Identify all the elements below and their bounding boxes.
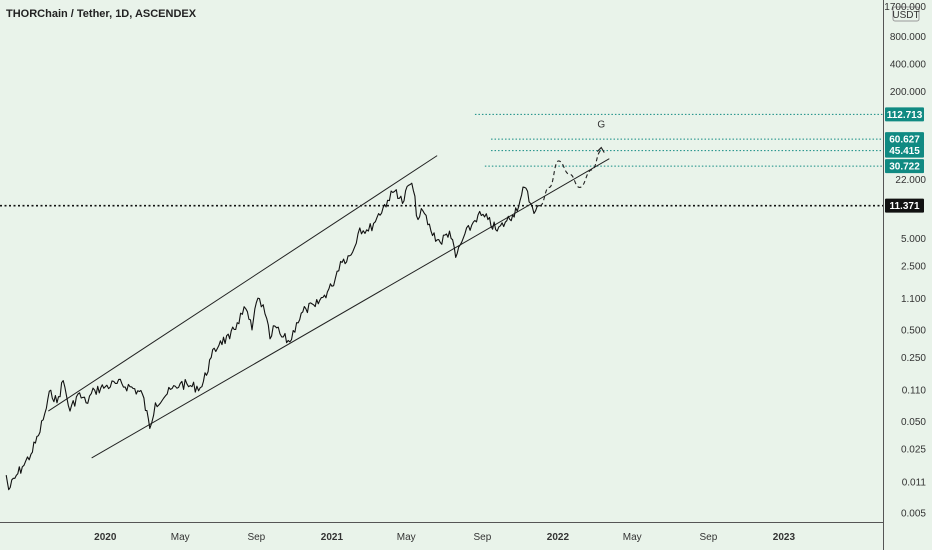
y-tick-label: 0.110 xyxy=(902,386,927,397)
y-tick-label: 0.011 xyxy=(902,477,927,488)
level-badge-label: 30.722 xyxy=(889,162,920,173)
level-badge xyxy=(885,107,924,122)
x-tick-label: May xyxy=(623,532,642,543)
x-tick-label: 2023 xyxy=(773,532,796,543)
y-tick-label: 0.025 xyxy=(901,445,926,456)
price-axis-panel xyxy=(883,0,932,550)
y-tick-label: 800.000 xyxy=(890,32,927,43)
level-badge-label: 60.627 xyxy=(889,135,920,146)
y-tick-label: 0.050 xyxy=(901,417,926,428)
level-badge xyxy=(885,143,924,158)
level-badge-label: 112.713 xyxy=(887,110,923,121)
level-badge-label: 45.415 xyxy=(889,146,920,157)
trend-channel xyxy=(48,155,610,459)
current-price-badge xyxy=(885,198,924,213)
y-tick-label: 1700.000 xyxy=(884,2,926,13)
x-tick-label: 2021 xyxy=(321,532,344,543)
chart-title: THORChain / Tether, 1D, ASCENDEX xyxy=(6,8,197,20)
y-tick-label: 0.250 xyxy=(901,353,926,364)
price-levels xyxy=(0,113,883,207)
x-tick-label: May xyxy=(171,532,190,543)
x-tick-label: Sep xyxy=(247,532,265,543)
x-tick-label: May xyxy=(397,532,416,543)
y-tick-label: 200.000 xyxy=(890,87,927,98)
price-line xyxy=(5,182,540,491)
price-series xyxy=(5,182,540,491)
currency-label-box xyxy=(892,6,920,22)
x-tick-label: 2020 xyxy=(94,532,117,543)
channel-upper-line xyxy=(48,155,438,412)
x-tick-label: Sep xyxy=(699,532,717,543)
y-tick-label: 2.500 xyxy=(901,261,926,272)
level-badge xyxy=(885,159,924,174)
y-tick-label: 1.100 xyxy=(901,294,926,305)
y-tick-label: 0.500 xyxy=(901,325,926,336)
projection-arrowhead xyxy=(596,146,605,153)
y-tick-label: 5.000 xyxy=(901,234,926,245)
projection-line xyxy=(539,150,602,207)
current-price-badge-label: 11.371 xyxy=(889,201,919,212)
y-tick-label: 0.005 xyxy=(901,509,926,520)
x-tick-label: Sep xyxy=(473,532,491,543)
currency-label: USDT xyxy=(892,10,919,21)
level-badge xyxy=(885,132,924,147)
x-tick-label: 2022 xyxy=(547,532,570,543)
y-tick-label: 22.000 xyxy=(895,175,926,186)
channel-lower-line xyxy=(91,158,610,459)
projection-path: G xyxy=(539,120,605,207)
y-tick-label: 400.000 xyxy=(890,60,927,71)
target-label: G xyxy=(597,120,605,131)
